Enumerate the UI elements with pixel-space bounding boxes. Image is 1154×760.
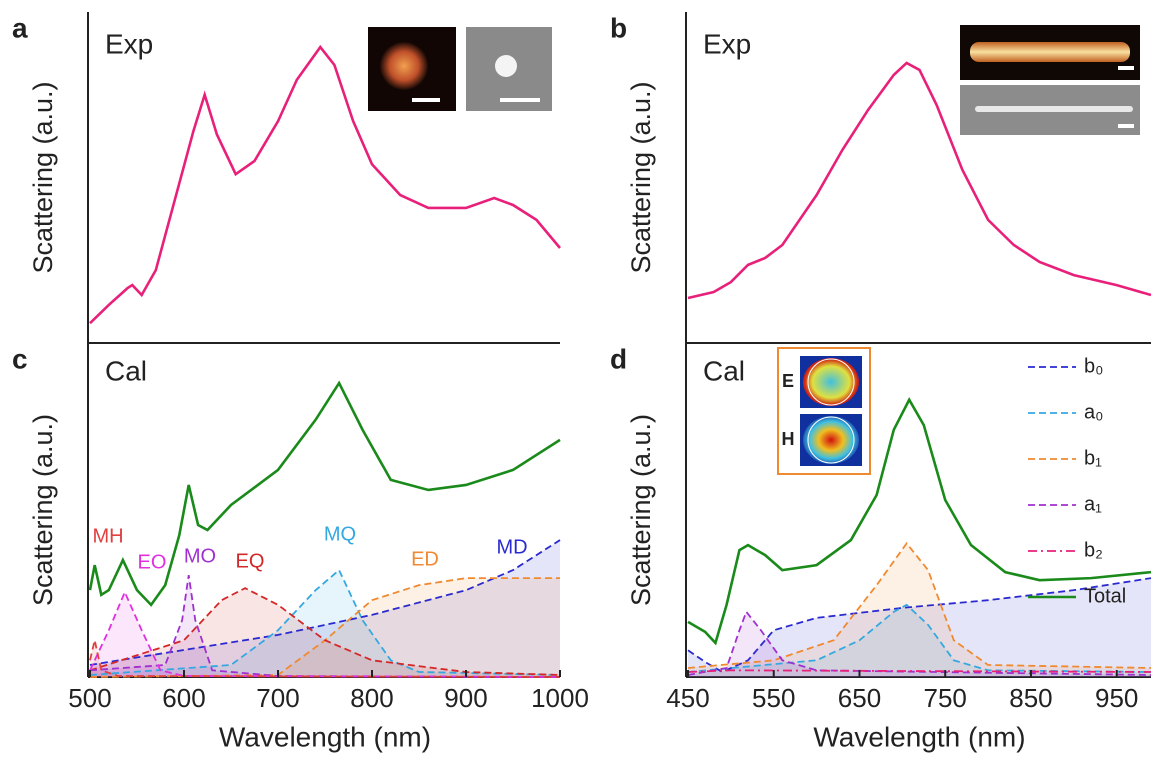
- legend-label: a₁: [1084, 493, 1102, 515]
- x-tick-label: 450: [666, 683, 709, 713]
- area-fill: [90, 540, 560, 677]
- series-line: [687, 577, 1152, 674]
- series-line: [89, 575, 561, 678]
- y-axis-label: Scattering (a.u.): [28, 81, 58, 273]
- panel-label: d: [610, 343, 627, 374]
- curve-label: MQ: [324, 523, 356, 545]
- x-tick-label: 650: [838, 683, 881, 713]
- x-axis-label: Wavelength (nm): [219, 721, 431, 752]
- panel-annotation: Exp: [703, 28, 751, 59]
- x-tick-label: 900: [444, 683, 487, 713]
- area-fill: [688, 604, 1151, 677]
- series-line: [89, 589, 561, 678]
- inset-label: E: [782, 371, 794, 391]
- x-tick-label: 600: [162, 683, 205, 713]
- legend-label: a₀: [1084, 401, 1103, 423]
- curve-label: MH: [92, 525, 123, 547]
- series-line: [89, 640, 561, 678]
- area-fill: [90, 578, 560, 677]
- series-line: [687, 61, 1152, 300]
- inset-label: H: [782, 429, 795, 449]
- series-line: [89, 587, 561, 676]
- panel-label: a: [12, 12, 28, 43]
- legend-label: b₁: [1084, 447, 1102, 469]
- series-line: [687, 397, 1152, 646]
- curve-label: MD: [496, 536, 527, 558]
- series-line: [89, 539, 561, 666]
- x-tick-label: 1000: [531, 683, 589, 713]
- series-line: [687, 603, 1152, 673]
- curve-label: EQ: [236, 550, 265, 572]
- x-axis-label: Wavelength (nm): [813, 721, 1025, 752]
- panel-label: c: [12, 343, 28, 374]
- area-fill: [90, 570, 560, 677]
- x-tick-label: 950: [1095, 683, 1138, 713]
- area-fill: [90, 575, 560, 677]
- x-tick-label: 850: [1009, 683, 1052, 713]
- legend-label: Total: [1084, 585, 1126, 607]
- series-line: [687, 541, 1152, 669]
- y-axis-label: Scattering (a.u.): [626, 414, 656, 606]
- x-tick-label: 700: [256, 683, 299, 713]
- panel-annotation: Cal: [703, 355, 745, 386]
- series-line: [687, 610, 1152, 676]
- area-fill: [688, 543, 1151, 677]
- legend-label: b₀: [1084, 355, 1103, 377]
- x-tick-label: 500: [68, 683, 111, 713]
- x-tick-label: 800: [350, 683, 393, 713]
- y-axis-label: Scattering (a.u.): [28, 414, 58, 606]
- inset-images: [368, 25, 1140, 475]
- curve-label: MO: [184, 545, 216, 567]
- legend-label: b₂: [1084, 539, 1103, 561]
- panel-annotation: Exp: [105, 28, 153, 59]
- panel-annotation: Cal: [105, 355, 147, 386]
- series-line: [88, 380, 561, 607]
- x-tick-label: 550: [752, 683, 795, 713]
- series-line: [89, 44, 561, 325]
- area-fill: [90, 588, 560, 677]
- x-tick-label: 750: [924, 683, 967, 713]
- curve-label: EO: [138, 551, 167, 573]
- area-fill: [688, 578, 1151, 677]
- curve-label: ED: [411, 548, 439, 570]
- panel-label: b: [610, 12, 627, 43]
- series-line: [687, 669, 1152, 673]
- y-axis-label: Scattering (a.u.): [626, 81, 656, 273]
- area-fill: [90, 592, 560, 677]
- series-line: [89, 568, 561, 676]
